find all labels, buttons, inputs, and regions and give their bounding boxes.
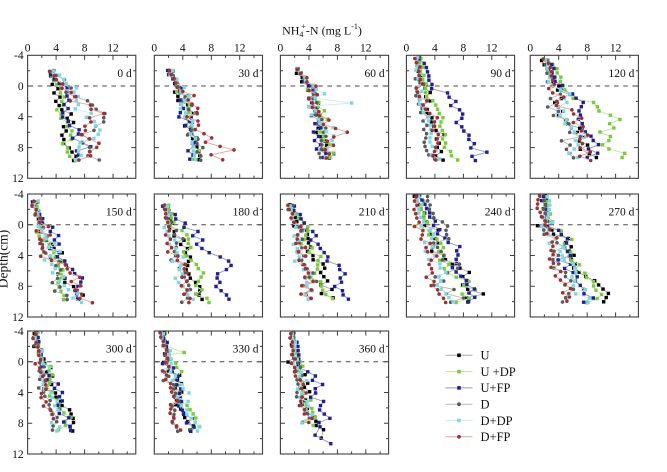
svg-text:4: 4 bbox=[556, 42, 562, 54]
svg-text:0: 0 bbox=[25, 42, 31, 54]
svg-text:0: 0 bbox=[18, 357, 24, 369]
svg-text:12: 12 bbox=[610, 42, 622, 54]
svg-text:12: 12 bbox=[486, 42, 498, 54]
svg-text:4: 4 bbox=[53, 42, 59, 54]
svg-text:0 d: 0 d bbox=[117, 68, 132, 80]
svg-text:180 d: 180 d bbox=[233, 207, 259, 219]
svg-text:-4: -4 bbox=[14, 189, 24, 201]
svg-text:0: 0 bbox=[527, 42, 533, 54]
svg-text:270 d: 270 d bbox=[609, 207, 635, 219]
svg-text:60 d: 60 d bbox=[364, 68, 384, 80]
svg-text:360 d: 360 d bbox=[359, 344, 385, 356]
svg-text:4: 4 bbox=[18, 387, 24, 399]
svg-text:30 d: 30 d bbox=[238, 68, 258, 80]
svg-text:-4: -4 bbox=[14, 50, 24, 62]
svg-text:90 d: 90 d bbox=[490, 68, 510, 80]
svg-text:-4: -4 bbox=[14, 326, 24, 338]
svg-text:4: 4 bbox=[180, 42, 186, 54]
svg-text:240 d: 240 d bbox=[485, 207, 511, 219]
svg-text:12: 12 bbox=[107, 42, 119, 54]
svg-text:300 d: 300 d bbox=[106, 344, 132, 356]
svg-text:0: 0 bbox=[151, 42, 157, 54]
svg-text:12: 12 bbox=[234, 42, 246, 54]
svg-text:4: 4 bbox=[306, 42, 312, 54]
svg-text:0: 0 bbox=[278, 42, 284, 54]
svg-text:12: 12 bbox=[12, 173, 24, 185]
svg-text:U+FP: U+FP bbox=[481, 381, 511, 395]
svg-text:Depth(cm): Depth(cm) bbox=[0, 230, 11, 288]
svg-text:0: 0 bbox=[18, 220, 24, 232]
svg-text:0: 0 bbox=[404, 42, 410, 54]
svg-text:4: 4 bbox=[18, 250, 24, 262]
svg-text:U: U bbox=[481, 349, 490, 363]
svg-text:8: 8 bbox=[82, 42, 88, 54]
svg-text:120 d: 120 d bbox=[609, 68, 635, 80]
svg-text:8: 8 bbox=[461, 42, 467, 54]
svg-text:NH4+-N (mg L-1): NH4+-N (mg L-1) bbox=[282, 22, 362, 39]
svg-text:8: 8 bbox=[584, 42, 590, 54]
svg-text:150 d: 150 d bbox=[106, 207, 132, 219]
svg-text:8: 8 bbox=[18, 143, 24, 155]
svg-text:330 d: 330 d bbox=[233, 344, 259, 356]
svg-text:8: 8 bbox=[208, 42, 214, 54]
svg-text:4: 4 bbox=[432, 42, 438, 54]
svg-text:4: 4 bbox=[18, 112, 24, 124]
svg-text:D: D bbox=[481, 398, 490, 412]
svg-text:8: 8 bbox=[18, 281, 24, 293]
svg-text:8: 8 bbox=[18, 418, 24, 430]
svg-text:D+FP: D+FP bbox=[481, 430, 511, 444]
svg-text:U +DP: U +DP bbox=[481, 365, 516, 379]
svg-text:D+DP: D+DP bbox=[481, 414, 513, 428]
svg-text:12: 12 bbox=[12, 449, 24, 461]
svg-text:12: 12 bbox=[12, 312, 24, 324]
svg-text:8: 8 bbox=[335, 42, 341, 54]
svg-text:210 d: 210 d bbox=[359, 207, 385, 219]
svg-text:0: 0 bbox=[18, 81, 24, 93]
svg-text:12: 12 bbox=[360, 42, 372, 54]
